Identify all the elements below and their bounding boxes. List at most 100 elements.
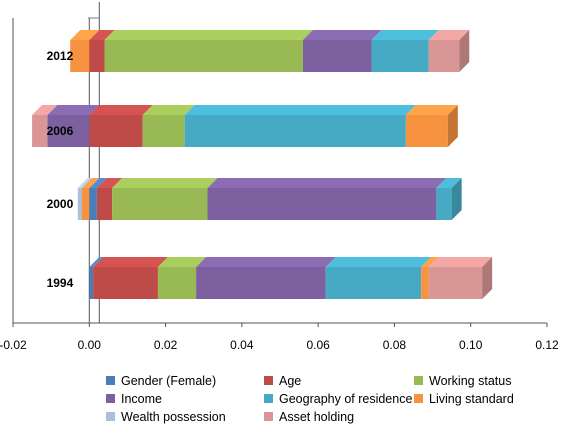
bar-top-2012-working-status (104, 30, 313, 40)
bar-top-2012-asset-holding (428, 30, 470, 40)
legend-item: Living standard (414, 390, 558, 407)
bar-top-2000-gender-female (89, 178, 107, 188)
bar-2000-income (207, 188, 437, 220)
category-label-2012: 2012 (47, 49, 74, 63)
bar-top-2000-wealth-possession (77, 178, 92, 188)
legend-label: Age (279, 373, 302, 388)
bar-2000-age (96, 188, 113, 220)
bar-top-1994-living-standard (421, 257, 439, 267)
category-label-1994: 1994 (47, 276, 74, 290)
category-label-2000: 2000 (47, 197, 74, 211)
legend-label: Working status (429, 373, 512, 388)
bar-top-2000-age (96, 178, 123, 188)
bar-top-2012-income (302, 30, 382, 40)
category-label-2006: 2006 (47, 124, 74, 138)
legend-label: Gender (Female) (121, 373, 217, 388)
x-tick-label: 0.02 (154, 338, 178, 352)
chart-legend: Gender (Female) Age Working status Income Ge… (106, 372, 558, 425)
bar-1994-age (93, 267, 158, 299)
bar-2000-wealth-possession (77, 188, 82, 220)
bar-side-1994 (482, 257, 493, 299)
bar-top-2006-geography-of-residence (184, 105, 416, 115)
legend-label: Geography of residence (279, 391, 413, 406)
x-tick-label: 0.06 (306, 338, 330, 352)
bar-top-2012-geography-of-residence (371, 30, 439, 40)
bar-group-2012 (70, 30, 470, 72)
bar-1994-geography-of-residence (325, 267, 422, 299)
bar-2012-income (302, 40, 372, 72)
bar-top-2000-geography-of-residence (436, 178, 462, 188)
legend-label: Asset holding (279, 409, 355, 424)
bar-2006-geography-of-residence (184, 115, 406, 147)
legend-item: Age (264, 372, 414, 389)
bar-group-2000 (77, 178, 462, 220)
legend-item: Wealth possession (106, 408, 264, 425)
bar-top-2006-asset-holding (32, 105, 58, 115)
bar-2000-living-standard (81, 188, 90, 220)
legend-item: Asset holding (264, 408, 414, 425)
bar-2000-gender-female (89, 188, 97, 220)
bar-top-2006-living-standard (405, 105, 458, 115)
bar-top-2006-working-status (142, 105, 195, 115)
bar-top-1994-age (93, 257, 168, 267)
bar-side-2012 (459, 30, 470, 72)
legend-swatch (264, 394, 273, 403)
bar-top-2006-income (47, 105, 100, 115)
x-tick-label: 0.04 (230, 338, 254, 352)
legend-swatch (264, 412, 273, 421)
bar-2006-working-status (142, 115, 185, 147)
bar-1994-asset-holding (428, 267, 483, 299)
legend-swatch (106, 412, 115, 421)
x-tick-label: -0.02 (0, 338, 27, 352)
bar-top-2000-living-standard (81, 178, 100, 188)
legend-swatch (264, 376, 273, 385)
legend-item: Geography of residence (264, 390, 414, 407)
chart-labels: -0.02 0.00 0.02 0.04 0.06 0.08 0.10 0.12 2012 200… (0, 49, 559, 352)
bar-top-1994-working-status (157, 257, 207, 267)
bar-2006-asset-holding (32, 115, 48, 147)
bar-1994-living-standard (421, 267, 429, 299)
legend-swatch (414, 394, 423, 403)
bar-1994-income (196, 267, 326, 299)
bar-2012-geography-of-residence (371, 40, 429, 72)
bar-2006-living-standard (405, 115, 448, 147)
bar-side-2000 (451, 178, 462, 220)
legend-swatch (106, 376, 115, 385)
bar-top-1994-income (196, 257, 336, 267)
bar-top-1994-gender-female (89, 257, 104, 267)
bar-1994-working-status (157, 267, 197, 299)
legend-swatch (106, 394, 115, 403)
bar-2006-income (47, 115, 90, 147)
bar-group-1994 (89, 257, 493, 299)
bar-2012-working-status (104, 40, 303, 72)
chart-bars (32, 30, 493, 299)
bar-top-2006-age (89, 105, 153, 115)
bar-2012-living-standard (70, 40, 90, 72)
bar-group-2006 (32, 105, 458, 147)
legend-item: Income (106, 390, 264, 407)
bar-top-2000-income (207, 178, 447, 188)
legend-swatch (414, 376, 423, 385)
legend-label: Wealth possession (121, 409, 226, 424)
x-tick-label: 0.00 (78, 338, 102, 352)
legend-label: Income (121, 391, 162, 406)
bar-2006-age (89, 115, 143, 147)
bar-top-2012-age (89, 30, 115, 40)
bar-2012-age (89, 40, 105, 72)
bar-top-1994-geography-of-residence (325, 257, 432, 267)
x-tick-label: 0.12 (535, 338, 559, 352)
bar-2000-geography-of-residence (436, 188, 452, 220)
bar-top-1994-asset-holding (428, 257, 493, 267)
legend-item: Working status (414, 372, 558, 389)
bar-2000-working-status (112, 188, 208, 220)
x-tick-label: 0.10 (459, 338, 483, 352)
bar-top-2012-living-standard (70, 30, 100, 40)
bar-2012-asset-holding (428, 40, 460, 72)
bar-1994-gender-female (89, 267, 94, 299)
bar-top-2000-working-status (112, 178, 218, 188)
legend-item: Gender (Female) (106, 372, 264, 389)
bar-side-2006 (447, 105, 458, 147)
x-tick-label: 0.08 (383, 338, 407, 352)
legend-label: Living standard (429, 391, 514, 406)
